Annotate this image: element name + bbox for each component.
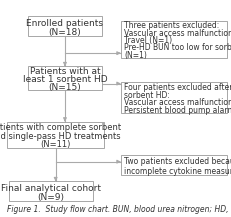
Text: Vascular access malfunction (N=1): Vascular access malfunction (N=1) [124, 99, 231, 107]
Text: (N=1): (N=1) [124, 51, 146, 60]
Bar [9, 181, 92, 201]
Text: Travel (N=1): Travel (N=1) [124, 36, 171, 45]
Text: (N=15): (N=15) [48, 83, 81, 92]
Text: sorbent HD:: sorbent HD: [124, 91, 169, 100]
Bar [120, 82, 226, 113]
Text: Three patients excluded:: Three patients excluded: [124, 21, 219, 30]
Bar [28, 16, 102, 36]
Text: (N=11): (N=11) [40, 140, 70, 150]
Text: Four patients excluded after first: Four patients excluded after first [124, 83, 231, 92]
Text: and single-pass HD treatments: and single-pass HD treatments [0, 132, 121, 141]
Text: Two patients excluded because of: Two patients excluded because of [124, 158, 231, 166]
Bar [120, 155, 226, 175]
Text: Final analytical cohort: Final analytical cohort [1, 184, 101, 192]
Text: Patients with at: Patients with at [30, 67, 100, 76]
Text: (N=9): (N=9) [37, 193, 64, 202]
Text: Pre-HD BUN too low for sorbent HD: Pre-HD BUN too low for sorbent HD [124, 43, 231, 53]
Text: incomplete cytokine measurements: incomplete cytokine measurements [124, 167, 231, 176]
Text: Figure 1.  Study flow chart. BUN, blood urea nitrogen; HD,: Figure 1. Study flow chart. BUN, blood u… [7, 205, 228, 214]
Text: (N=18): (N=18) [48, 28, 81, 37]
Text: Patients with complete sorbent: Patients with complete sorbent [0, 123, 121, 132]
Text: Persistent blood pump alarms (N=3): Persistent blood pump alarms (N=3) [124, 106, 231, 115]
Text: least 1 sorbent HD: least 1 sorbent HD [23, 75, 107, 84]
Text: Enrolled patients: Enrolled patients [26, 19, 103, 28]
Bar [7, 122, 104, 148]
Text: Vascular access malfunction (N=1): Vascular access malfunction (N=1) [124, 29, 231, 38]
Bar [120, 21, 226, 58]
Bar [28, 66, 102, 90]
